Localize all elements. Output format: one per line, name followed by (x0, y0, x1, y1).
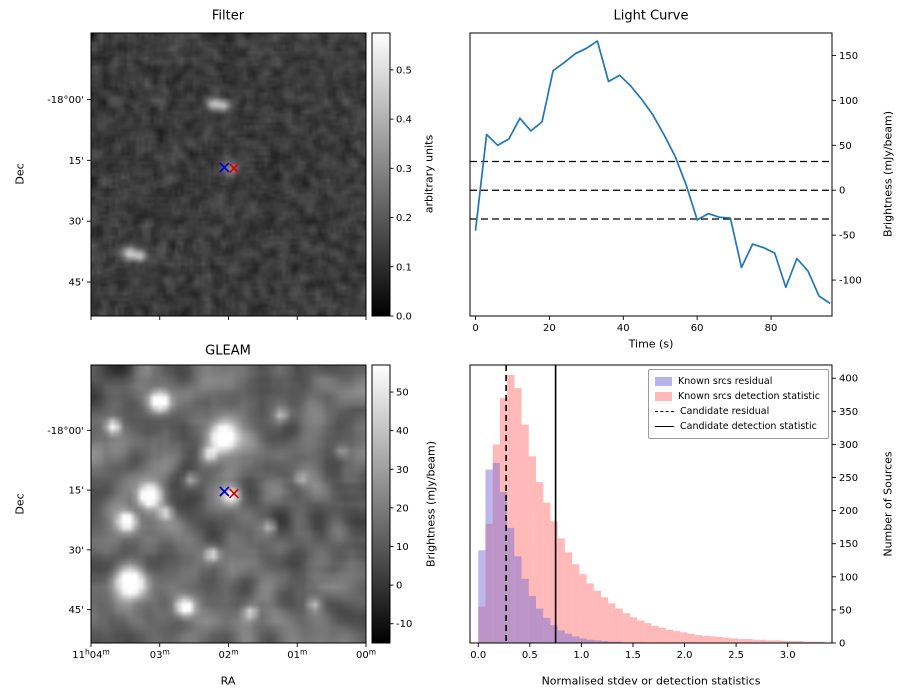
light-curve-line (474, 40, 831, 305)
light-curve-y-axis-label: Brightness (mJy/beam) (881, 110, 895, 238)
svg-text:0.0: 0.0 (396, 312, 412, 323)
svg-text:-18°00': -18°00' (47, 95, 84, 106)
filter-colorbar-label: arbitrary units (422, 134, 436, 214)
svg-text:0: 0 (396, 581, 402, 592)
legend-item-label: Candidate residual (680, 406, 770, 417)
svg-text:0.2: 0.2 (396, 213, 412, 224)
light-curve-x-axis-label: Time (s) (628, 337, 674, 351)
svg-text:30: 30 (396, 465, 409, 476)
gleam-title: GLEAM (205, 343, 251, 359)
svg-text:0.5: 0.5 (522, 650, 538, 661)
gleam-x-axis-label: RA (220, 674, 236, 688)
svg-text:2.5: 2.5 (728, 650, 744, 661)
svg-text:0.0: 0.0 (470, 650, 486, 661)
svg-text:350: 350 (839, 407, 858, 418)
filter-sky-image (91, 33, 366, 316)
svg-text:400: 400 (839, 374, 858, 385)
svg-text:150: 150 (839, 539, 858, 550)
legend-item-label: Known srcs residual (678, 376, 773, 387)
svg-text:40: 40 (396, 426, 409, 437)
gleam-colorbar: -10 0 10 20 30 40 50 (371, 364, 412, 644)
svg-text:2.0: 2.0 (677, 650, 693, 661)
svg-text:0: 0 (839, 639, 845, 650)
legend-item-label: Known srcs detection statistic (678, 391, 820, 402)
legend-item: Candidate residual (655, 404, 820, 419)
svg-text:200: 200 (839, 506, 858, 517)
svg-text:80: 80 (765, 323, 778, 334)
svg-text:3.0: 3.0 (780, 650, 796, 661)
svg-text:-18°00': -18°00' (47, 426, 84, 437)
svg-text:-10: -10 (396, 619, 412, 630)
svg-text:40: 40 (617, 323, 630, 334)
svg-text:30': 30' (69, 545, 84, 556)
svg-text:100: 100 (839, 96, 858, 107)
svg-text:100: 100 (839, 572, 858, 583)
legend-line-swatch (655, 426, 674, 427)
svg-text:11h04m: 11h04m (72, 648, 110, 662)
svg-text:0: 0 (472, 323, 478, 334)
svg-text:20: 20 (543, 323, 556, 334)
svg-text:300: 300 (839, 440, 858, 451)
svg-text:03m: 03m (150, 648, 170, 662)
legend-item: Candidate detection statistic (655, 419, 820, 434)
filter-title: Filter (211, 8, 245, 24)
svg-text:0.4: 0.4 (396, 115, 412, 126)
light-curve-threshold-lines (470, 160, 832, 220)
legend-item-label: Candidate detection statistic (680, 421, 817, 432)
histogram-y-axis-label: Number of Sources (881, 451, 895, 557)
svg-text:0.1: 0.1 (396, 262, 412, 273)
gleam-sky-image (91, 365, 366, 643)
filter-colorbar: 0.0 0.1 0.2 0.3 0.4 0.5 (371, 32, 412, 323)
histogram-x-axis-label: Normalised stdev or detection statistics (541, 674, 761, 688)
legend-patch-swatch (655, 392, 672, 401)
svg-text:60: 60 (691, 323, 704, 334)
legend-patch-swatch (655, 377, 672, 386)
svg-text:0.3: 0.3 (396, 164, 412, 175)
svg-text:1.5: 1.5 (625, 650, 641, 661)
svg-text:50: 50 (396, 388, 409, 399)
svg-text:1.0: 1.0 (573, 650, 589, 661)
svg-text:15': 15' (69, 486, 84, 497)
svg-text:-50: -50 (839, 231, 855, 242)
svg-text:00m: 00m (356, 648, 376, 662)
svg-text:02m: 02m (218, 648, 238, 662)
svg-text:30': 30' (69, 217, 84, 228)
svg-text:50: 50 (839, 141, 852, 152)
legend-line-swatch (655, 411, 674, 412)
svg-text:50: 50 (839, 605, 852, 616)
svg-text:0: 0 (839, 186, 845, 197)
svg-text:45': 45' (69, 278, 84, 289)
filter-y-axis-label: Dec (13, 163, 27, 185)
legend-item: Known srcs detection statistic (655, 389, 820, 404)
gleam-colorbar-label: Brightness (mJy/beam) (424, 440, 438, 568)
light-curve-title: Light Curve (613, 8, 689, 24)
svg-text:150: 150 (839, 51, 858, 62)
histogram-candidate-lines (505, 365, 557, 643)
svg-text:-100: -100 (839, 276, 862, 287)
svg-text:15': 15' (69, 156, 84, 167)
svg-text:10: 10 (396, 542, 409, 553)
histogram-legend: Known srcs residual Known srcs detection … (648, 369, 829, 439)
svg-text:250: 250 (839, 473, 858, 484)
svg-text:0.5: 0.5 (396, 65, 412, 76)
gleam-y-axis-label: Dec (13, 493, 27, 515)
svg-text:45': 45' (69, 605, 84, 616)
legend-item: Known srcs residual (655, 374, 820, 389)
svg-text:20: 20 (396, 503, 409, 514)
svg-text:01m: 01m (287, 648, 307, 662)
